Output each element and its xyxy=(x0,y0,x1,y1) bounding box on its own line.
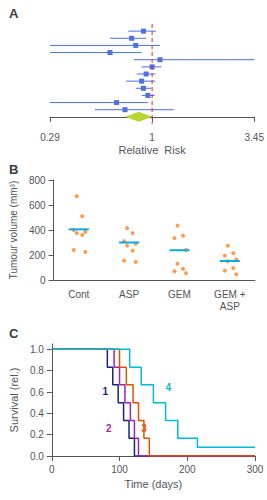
svg-text:Survival (rel.): Survival (rel.) xyxy=(8,368,20,433)
svg-text:Tumour volume (mm³): Tumour volume (mm³) xyxy=(8,181,19,280)
svg-text:1: 1 xyxy=(103,386,109,397)
svg-text:1.0: 1.0 xyxy=(30,344,44,355)
svg-text:0.4: 0.4 xyxy=(30,408,44,419)
svg-text:3: 3 xyxy=(141,423,147,435)
svg-text:C: C xyxy=(9,326,19,341)
svg-text:GEM +: GEM + xyxy=(214,289,246,300)
svg-text:GEM: GEM xyxy=(168,289,191,300)
svg-text:0: 0 xyxy=(49,464,55,475)
svg-text:Cont: Cont xyxy=(68,289,89,300)
svg-text:0.8: 0.8 xyxy=(30,365,44,376)
svg-text:A: A xyxy=(9,6,19,21)
svg-text:2: 2 xyxy=(106,423,112,434)
svg-text:0.6: 0.6 xyxy=(30,387,44,398)
svg-text:ASP: ASP xyxy=(119,289,139,300)
svg-text:Time (days): Time (days) xyxy=(125,478,183,490)
svg-text:ASP: ASP xyxy=(220,301,240,312)
svg-text:0.0: 0.0 xyxy=(30,451,44,462)
svg-text:400: 400 xyxy=(29,225,46,236)
svg-text:200: 200 xyxy=(29,250,46,261)
svg-text:Relative Risk: Relative Risk xyxy=(119,144,187,156)
svg-text:0: 0 xyxy=(40,275,46,286)
svg-text:0.2: 0.2 xyxy=(30,429,44,440)
svg-text:200: 200 xyxy=(179,464,196,475)
svg-text:1: 1 xyxy=(149,132,155,143)
svg-text:4: 4 xyxy=(166,382,172,393)
svg-text:100: 100 xyxy=(111,464,128,475)
svg-text:600: 600 xyxy=(29,200,46,211)
svg-text:800: 800 xyxy=(29,175,46,186)
svg-text:3.45: 3.45 xyxy=(245,132,265,143)
svg-text:300: 300 xyxy=(247,464,264,475)
svg-text:0.29: 0.29 xyxy=(40,132,60,143)
svg-text:B: B xyxy=(9,162,18,177)
